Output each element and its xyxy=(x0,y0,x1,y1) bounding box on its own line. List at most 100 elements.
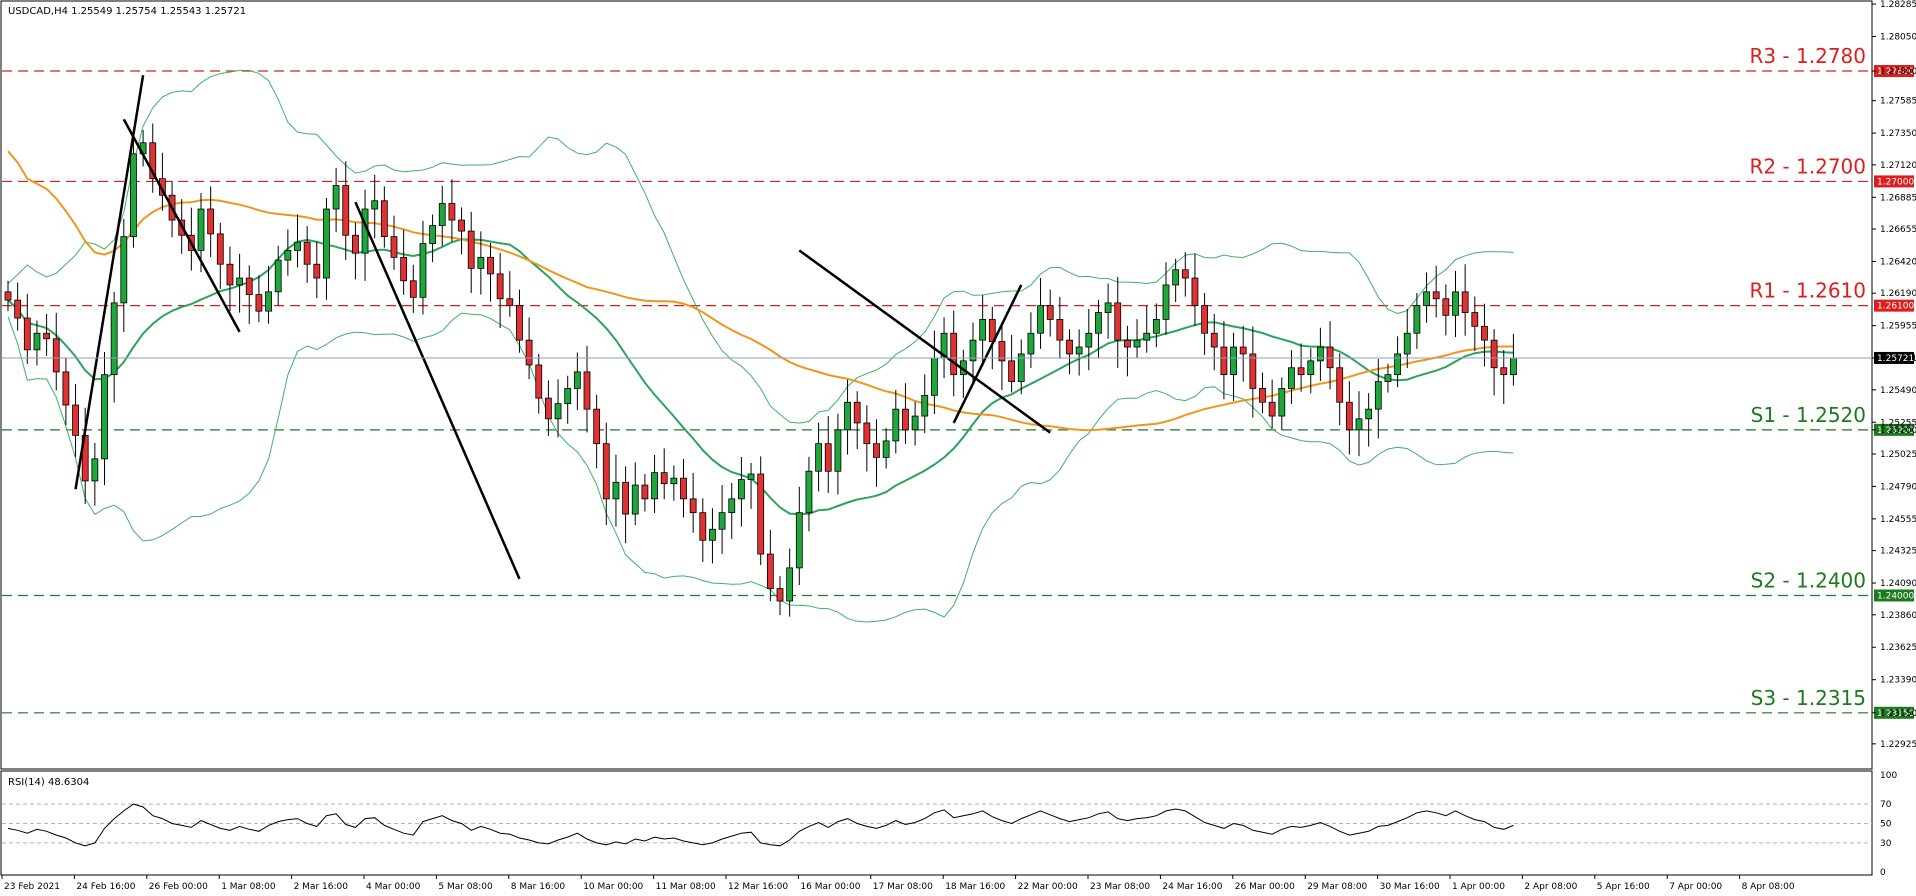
candle-body xyxy=(371,200,379,210)
candle-body xyxy=(1037,305,1044,334)
candle-body xyxy=(313,263,321,279)
rsi-tick-label: 0 xyxy=(1880,868,1886,878)
candle-body xyxy=(14,299,22,319)
x-tick-label: 26 Feb 00:00 xyxy=(149,882,208,892)
candle-body xyxy=(1056,319,1064,341)
candle-body xyxy=(1510,357,1517,376)
x-tick-label: 23 Mar 08:00 xyxy=(1090,882,1150,892)
x-tick-label: 22 Mar 00:00 xyxy=(1018,882,1078,892)
level-label: S3 - 1.2315 xyxy=(1751,686,1866,710)
candle-body xyxy=(1394,353,1401,376)
candle-body xyxy=(226,263,234,286)
trendline xyxy=(798,249,1051,434)
x-tick-label: 16 Mar 00:00 xyxy=(800,882,860,892)
candle-body xyxy=(554,403,562,420)
candle-body xyxy=(284,250,292,261)
candle-body xyxy=(207,208,215,235)
level-price-tag-label: 1.27000 xyxy=(1877,177,1914,187)
candle-body xyxy=(409,280,417,298)
candle-body xyxy=(274,259,282,293)
x-tick-label: 4 Mar 00:00 xyxy=(366,882,421,892)
candle-body xyxy=(931,357,938,396)
candle-body xyxy=(149,142,157,180)
candle-body xyxy=(1336,367,1344,403)
candle-body xyxy=(1423,291,1430,307)
candle-body xyxy=(1239,346,1247,355)
candle-body xyxy=(294,241,301,251)
candle-body xyxy=(487,256,494,275)
candle-body xyxy=(593,408,601,445)
candle-body xyxy=(516,305,523,341)
candle-body xyxy=(1172,269,1180,286)
y-tick-label: 1.25255 xyxy=(1880,418,1916,428)
level-price-tag xyxy=(1874,423,1914,436)
candle-body xyxy=(1133,339,1141,348)
candle-body xyxy=(786,567,794,602)
candle-body xyxy=(834,429,842,472)
x-tick-label: 7 Apr 00:00 xyxy=(1669,882,1722,892)
candle-body xyxy=(776,588,784,602)
candle-body xyxy=(130,153,137,238)
level-price-tag xyxy=(1874,65,1914,78)
candle-body xyxy=(62,371,70,406)
candle-body xyxy=(795,512,803,569)
candle-body xyxy=(1452,291,1459,316)
y-tick-label: 1.27120 xyxy=(1880,161,1916,171)
x-tick-label: 2 Apr 08:00 xyxy=(1524,882,1577,892)
candle-body xyxy=(1355,418,1363,431)
y-tick-label: 1.24555 xyxy=(1880,515,1916,525)
x-tick-label: 5 Mar 08:00 xyxy=(438,882,493,892)
candle-body xyxy=(1046,305,1054,320)
level-price-tag xyxy=(1874,589,1914,602)
candle-body xyxy=(709,528,716,541)
candle-body xyxy=(766,553,774,589)
candle-body xyxy=(844,401,851,431)
x-tick-label: 8 Apr 08:00 xyxy=(1742,882,1795,892)
x-tick-label: 24 Mar 16:00 xyxy=(1162,882,1222,892)
y-tick-label: 1.27350 xyxy=(1880,129,1916,139)
x-tick-label: 30 Mar 16:00 xyxy=(1380,882,1440,892)
level-label: R1 - 1.2610 xyxy=(1749,279,1866,303)
candle-body xyxy=(1104,302,1112,313)
candle-body xyxy=(1461,291,1469,313)
candle-body xyxy=(52,338,60,373)
candle-body xyxy=(265,291,272,312)
y-tick-label: 1.23860 xyxy=(1880,611,1916,621)
y-tick-label: 1.24790 xyxy=(1880,482,1916,492)
candle-body xyxy=(747,473,755,480)
candle-body xyxy=(429,225,437,244)
x-tick-label: 1 Apr 00:00 xyxy=(1452,882,1505,892)
y-tick-label: 1.22925 xyxy=(1880,740,1916,750)
level-label: S1 - 1.2520 xyxy=(1751,403,1866,427)
candle-body xyxy=(1500,367,1508,376)
candle-body xyxy=(1075,346,1083,355)
candle-body xyxy=(33,332,41,351)
candle-body xyxy=(1143,332,1151,341)
rsi-tick-label: 100 xyxy=(1880,771,1897,781)
y-tick-label: 1.24325 xyxy=(1880,547,1916,557)
candle-body xyxy=(1162,284,1170,320)
candle-body xyxy=(342,185,350,236)
candle-body xyxy=(525,339,533,366)
candle-body xyxy=(815,443,822,472)
x-tick-label: 2 Mar 16:00 xyxy=(294,882,349,892)
current-price-label: 1.25721 xyxy=(1877,354,1914,364)
rsi-info: RSI(14) 48.6304 xyxy=(8,777,89,788)
candle-body xyxy=(718,512,726,530)
candle-body xyxy=(506,298,514,307)
y-tick-label: 1.26420 xyxy=(1880,257,1916,267)
y-tick-label: 1.28050 xyxy=(1880,33,1916,43)
candle-body xyxy=(245,277,253,295)
level-label: R2 - 1.2700 xyxy=(1749,154,1866,178)
candle-body xyxy=(1230,346,1237,376)
candle-body xyxy=(303,241,311,265)
candle-body xyxy=(660,472,668,485)
level-price-tag xyxy=(1874,175,1914,188)
candle-body xyxy=(921,394,929,417)
candle-body xyxy=(1085,332,1093,348)
candle-body xyxy=(351,234,359,254)
bollinger-lower-line xyxy=(7,312,1514,623)
candle-body xyxy=(873,443,880,458)
x-tick-label: 5 Apr 16:00 xyxy=(1597,882,1650,892)
